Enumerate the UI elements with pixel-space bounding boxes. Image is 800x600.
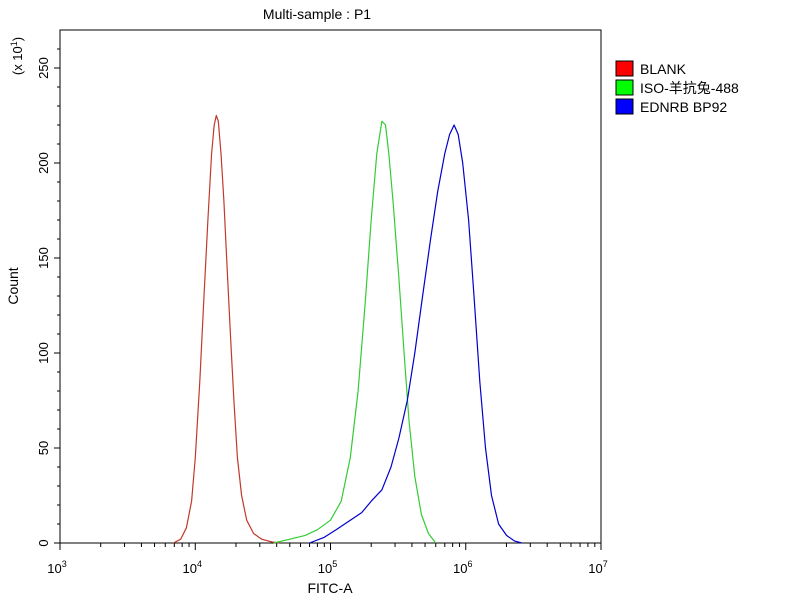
x-tick-base: 10: [588, 561, 602, 576]
y-tick-label: 100: [36, 342, 51, 364]
legend: BLANK ISO-羊抗兔-488 EDNRB BP92: [615, 60, 739, 115]
x-tick-exponent: 4: [197, 559, 202, 569]
y-axis-multiplier: (x 101): [9, 37, 25, 75]
y-multiplier-prefix: (x 10: [10, 46, 25, 75]
plot-border: [59, 29, 602, 544]
x-tick-exponent: 5: [332, 559, 337, 569]
y-multiplier-exponent: 1: [9, 41, 19, 46]
legend-label: EDNRB BP92: [640, 99, 727, 115]
x-tick-exponent: 3: [62, 559, 67, 569]
chart-title: Multi-sample : P1: [263, 6, 371, 22]
x-tick-base: 10: [453, 561, 467, 576]
x-tick-label: 104: [183, 559, 202, 576]
x-tick-exponent: 7: [603, 559, 608, 569]
x-tick-label: 105: [318, 559, 337, 576]
series-line-1: [173, 114, 280, 544]
y-axis-label: Count: [5, 267, 21, 304]
x-tick-label: 107: [588, 559, 607, 576]
legend-label: ISO-羊抗兔-488: [640, 80, 739, 96]
x-tick-label: 103: [47, 559, 66, 576]
legend-swatch: [615, 60, 634, 77]
series-line-3: [309, 124, 523, 544]
x-tick-exponent: 6: [467, 559, 472, 569]
x-axis-label: FITC-A: [307, 580, 353, 596]
series-line-2: [273, 120, 437, 544]
legend-label: BLANK: [640, 61, 687, 77]
y-axis: 0 50 100 150 200 250: [36, 48, 60, 547]
y-tick-label: 150: [36, 247, 51, 269]
x-axis: 103 104 105 106 107: [47, 543, 608, 576]
y-multiplier-suffix: ): [10, 37, 25, 41]
plot-area: [59, 29, 602, 544]
y-tick-label: 50: [36, 441, 51, 455]
x-tick-base: 10: [47, 561, 61, 576]
legend-swatch: [615, 98, 634, 115]
x-tick-base: 10: [318, 561, 332, 576]
y-tick-label: 0: [36, 539, 51, 546]
legend-swatch: [615, 79, 634, 96]
y-tick-label: 200: [36, 152, 51, 174]
x-tick-base: 10: [183, 561, 197, 576]
y-tick-label: 250: [36, 57, 51, 79]
series-layer: [173, 114, 523, 544]
x-tick-label: 106: [453, 559, 472, 576]
